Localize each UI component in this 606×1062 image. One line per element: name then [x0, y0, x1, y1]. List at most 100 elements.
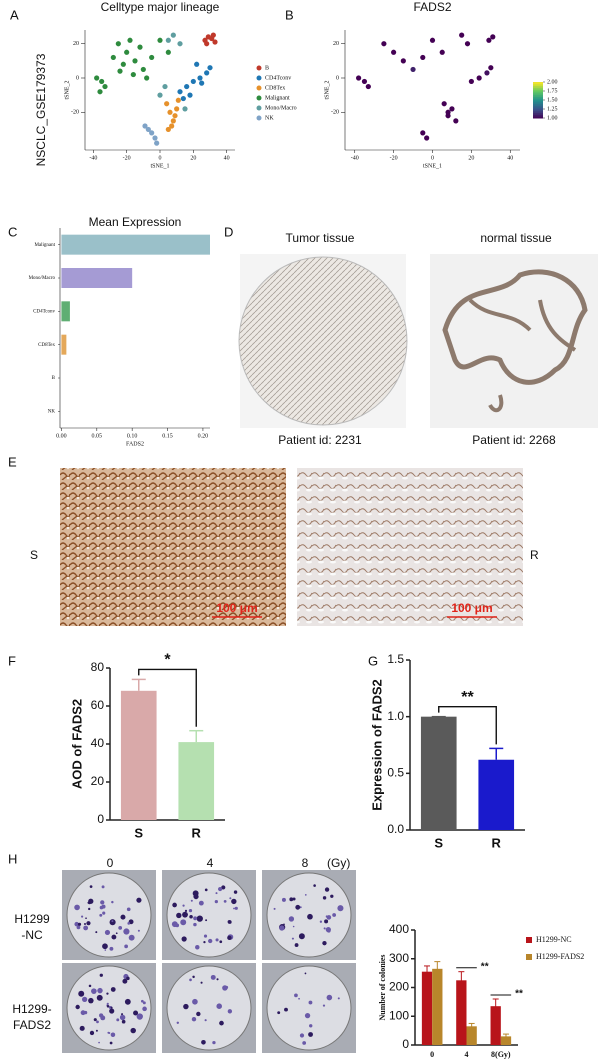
y-axis-label: Number of colonies — [378, 954, 387, 1020]
colony — [227, 1009, 233, 1014]
point — [445, 113, 451, 119]
colony — [200, 981, 203, 984]
colony — [100, 1015, 106, 1021]
colony — [281, 897, 286, 902]
point — [207, 65, 213, 71]
colony — [233, 907, 235, 910]
bar — [61, 234, 210, 255]
colony — [279, 925, 285, 931]
scale-bar-label: 100 μm — [216, 601, 257, 615]
colony — [210, 974, 216, 980]
point — [144, 75, 150, 81]
colony — [74, 921, 79, 927]
y-tick-label: 1.0 — [387, 709, 404, 723]
colony — [313, 884, 316, 887]
colony — [227, 920, 231, 924]
colony — [110, 987, 116, 992]
side-label: S — [30, 548, 38, 562]
colony — [83, 925, 89, 931]
x-tick-label: -20 — [123, 155, 131, 161]
colony — [110, 1032, 116, 1038]
legend-marker — [256, 105, 262, 111]
colorbar-tick-label: 1.75 — [547, 88, 558, 94]
colony — [104, 949, 107, 951]
colony — [322, 896, 327, 900]
colorbar-cell — [533, 85, 543, 88]
image-header: normal tissue — [480, 231, 552, 245]
colony — [91, 988, 97, 994]
point — [476, 75, 482, 81]
colony — [324, 887, 330, 892]
colony — [84, 922, 86, 925]
point — [184, 83, 190, 90]
colony — [298, 997, 300, 1000]
colony — [325, 927, 331, 933]
point — [197, 75, 203, 81]
colony — [219, 940, 223, 944]
y-tick-label: CD4Tconv — [33, 309, 55, 314]
colony — [203, 941, 206, 944]
colony — [277, 1011, 281, 1015]
dose-label: 0 — [107, 856, 114, 870]
colony — [118, 925, 123, 930]
y-axis-label: tSNE_2 — [64, 80, 70, 99]
x-tick-label: 4 — [465, 1050, 469, 1059]
x-tick-label: S — [434, 835, 443, 850]
colony — [182, 904, 185, 907]
colony — [88, 984, 92, 988]
dose-label: 4 — [207, 856, 214, 870]
colony — [288, 916, 295, 922]
legend-label: Mono/Macro — [265, 105, 297, 111]
colony — [215, 938, 219, 942]
point — [172, 113, 178, 119]
colony — [102, 911, 106, 915]
colony — [222, 985, 228, 991]
y-tick-label: 100 — [389, 1008, 409, 1022]
colony — [88, 898, 94, 904]
colony — [304, 972, 307, 975]
point — [140, 66, 146, 73]
colorbar-cell — [533, 109, 543, 112]
y-tick-label: 0.0 — [387, 822, 404, 836]
point — [199, 80, 205, 86]
colorbar-cell — [533, 112, 543, 115]
legend-marker — [256, 65, 262, 71]
colony — [88, 907, 91, 911]
x-tick-label: 0.20 — [198, 433, 209, 439]
colony — [136, 1013, 143, 1020]
colony — [337, 997, 340, 1000]
colony — [221, 885, 226, 890]
x-tick-label: 40 — [224, 155, 230, 161]
panel-letter: B — [285, 7, 294, 22]
point — [97, 89, 103, 95]
plate — [166, 965, 252, 1051]
colony — [308, 1000, 313, 1005]
point — [420, 130, 426, 136]
colony — [96, 994, 103, 1001]
significance-bracket — [438, 705, 497, 745]
y-tick-label: 400 — [389, 922, 409, 936]
colony — [108, 1032, 111, 1034]
x-tick-label: 8(Gy) — [491, 1050, 511, 1059]
point — [194, 61, 200, 67]
point — [490, 34, 496, 40]
point — [117, 68, 123, 74]
colony — [89, 1030, 95, 1036]
colony-plates — [62, 870, 356, 1053]
colony — [302, 1041, 307, 1045]
colony — [88, 997, 94, 1004]
y-tick-label: Mono/Macro — [29, 276, 56, 281]
x-axis-label: tSNE_1 — [150, 163, 169, 169]
colony — [201, 1039, 206, 1045]
colony — [326, 994, 333, 1001]
legend-label: H1299-FADS2 — [536, 952, 584, 961]
colony — [299, 1033, 305, 1038]
colorbar-cell — [533, 101, 543, 105]
y-tick-label: 60 — [91, 698, 105, 712]
colony — [191, 1016, 197, 1022]
x-tick-label: 0.10 — [127, 433, 138, 439]
colony — [284, 1007, 288, 1012]
colony — [304, 894, 307, 896]
significance-bracket — [138, 668, 197, 727]
